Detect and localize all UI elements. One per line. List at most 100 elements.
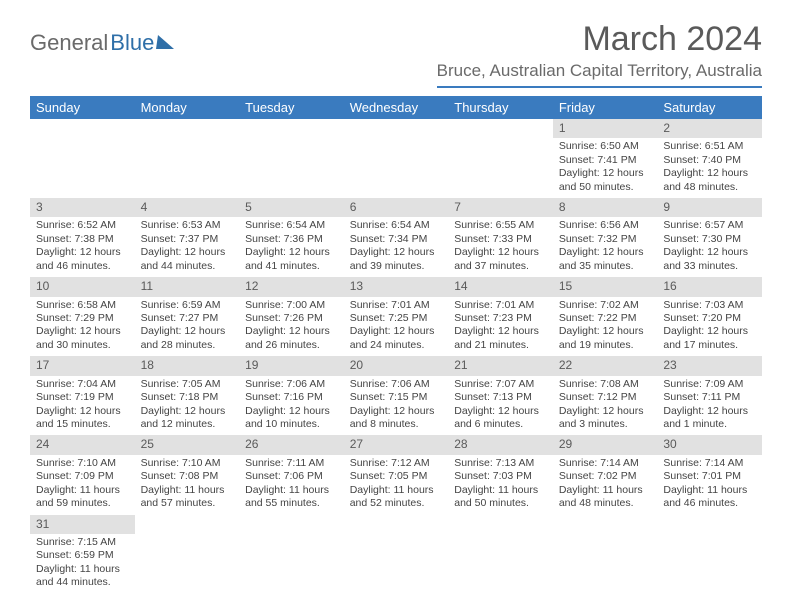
day-info-cell: Sunrise: 7:00 AMSunset: 7:26 PMDaylight:… bbox=[239, 297, 344, 357]
header: General Blue March 2024 Bruce, Australia… bbox=[30, 20, 762, 88]
day-number-cell bbox=[30, 119, 135, 138]
day-info-cell: Sunrise: 6:57 AMSunset: 7:30 PMDaylight:… bbox=[657, 217, 762, 277]
daylight-text-2: and 26 minutes. bbox=[245, 339, 338, 352]
day-number-cell bbox=[135, 515, 240, 534]
day-info-row: Sunrise: 7:04 AMSunset: 7:19 PMDaylight:… bbox=[30, 376, 762, 436]
sunrise-text: Sunrise: 7:08 AM bbox=[559, 378, 652, 391]
daylight-text-2: and 48 minutes. bbox=[559, 497, 652, 510]
day-info-row: Sunrise: 7:15 AMSunset: 6:59 PMDaylight:… bbox=[30, 534, 762, 594]
daylight-text: Daylight: 12 hours bbox=[454, 246, 547, 259]
daylight-text-2: and 17 minutes. bbox=[663, 339, 756, 352]
day-header: Monday bbox=[135, 96, 240, 119]
daylight-text: Daylight: 12 hours bbox=[663, 325, 756, 338]
daylight-text-2: and 46 minutes. bbox=[663, 497, 756, 510]
daylight-text: Daylight: 12 hours bbox=[663, 246, 756, 259]
sunset-text: Sunset: 6:59 PM bbox=[36, 549, 129, 562]
day-info-cell: Sunrise: 6:50 AMSunset: 7:41 PMDaylight:… bbox=[553, 138, 658, 198]
day-number-cell: 1 bbox=[553, 119, 658, 138]
day-info-cell: Sunrise: 7:01 AMSunset: 7:25 PMDaylight:… bbox=[344, 297, 449, 357]
day-info-cell: Sunrise: 7:07 AMSunset: 7:13 PMDaylight:… bbox=[448, 376, 553, 436]
day-number-cell: 8 bbox=[553, 198, 658, 217]
day-header: Tuesday bbox=[239, 96, 344, 119]
day-number-cell: 15 bbox=[553, 277, 658, 296]
day-number-cell: 20 bbox=[344, 356, 449, 375]
day-number-cell: 24 bbox=[30, 435, 135, 454]
day-info-cell: Sunrise: 7:14 AMSunset: 7:02 PMDaylight:… bbox=[553, 455, 658, 515]
day-info-cell: Sunrise: 6:56 AMSunset: 7:32 PMDaylight:… bbox=[553, 217, 658, 277]
daylight-text-2: and 1 minute. bbox=[663, 418, 756, 431]
daylight-text-2: and 55 minutes. bbox=[245, 497, 338, 510]
day-number-cell: 18 bbox=[135, 356, 240, 375]
day-info-cell: Sunrise: 7:10 AMSunset: 7:09 PMDaylight:… bbox=[30, 455, 135, 515]
daylight-text: Daylight: 12 hours bbox=[245, 405, 338, 418]
day-number-row: 10111213141516 bbox=[30, 277, 762, 296]
day-info-row: Sunrise: 6:50 AMSunset: 7:41 PMDaylight:… bbox=[30, 138, 762, 198]
daylight-text: Daylight: 12 hours bbox=[245, 246, 338, 259]
daylight-text: Daylight: 12 hours bbox=[141, 246, 234, 259]
daylight-text-2: and 8 minutes. bbox=[350, 418, 443, 431]
sunset-text: Sunset: 7:16 PM bbox=[245, 391, 338, 404]
daylight-text: Daylight: 12 hours bbox=[141, 405, 234, 418]
sunset-text: Sunset: 7:34 PM bbox=[350, 233, 443, 246]
day-info-cell: Sunrise: 6:59 AMSunset: 7:27 PMDaylight:… bbox=[135, 297, 240, 357]
daylight-text-2: and 37 minutes. bbox=[454, 260, 547, 273]
sunrise-text: Sunrise: 6:55 AM bbox=[454, 219, 547, 232]
daylight-text: Daylight: 11 hours bbox=[454, 484, 547, 497]
daylight-text-2: and 57 minutes. bbox=[141, 497, 234, 510]
day-header: Sunday bbox=[30, 96, 135, 119]
sunset-text: Sunset: 7:06 PM bbox=[245, 470, 338, 483]
day-info-cell bbox=[30, 138, 135, 198]
day-number-cell: 17 bbox=[30, 356, 135, 375]
day-header: Friday bbox=[553, 96, 658, 119]
day-number-row: 3456789 bbox=[30, 198, 762, 217]
day-number-cell: 25 bbox=[135, 435, 240, 454]
sunset-text: Sunset: 7:36 PM bbox=[245, 233, 338, 246]
day-number-cell: 16 bbox=[657, 277, 762, 296]
sunset-text: Sunset: 7:38 PM bbox=[36, 233, 129, 246]
day-number-cell bbox=[448, 119, 553, 138]
day-info-cell: Sunrise: 7:05 AMSunset: 7:18 PMDaylight:… bbox=[135, 376, 240, 436]
sunset-text: Sunset: 7:11 PM bbox=[663, 391, 756, 404]
day-number-cell: 26 bbox=[239, 435, 344, 454]
day-info-cell bbox=[344, 534, 449, 594]
day-number-cell bbox=[344, 515, 449, 534]
daylight-text-2: and 50 minutes. bbox=[454, 497, 547, 510]
sunrise-text: Sunrise: 6:59 AM bbox=[141, 299, 234, 312]
day-info-row: Sunrise: 6:52 AMSunset: 7:38 PMDaylight:… bbox=[30, 217, 762, 277]
day-number-cell bbox=[239, 119, 344, 138]
daylight-text-2: and 52 minutes. bbox=[350, 497, 443, 510]
daylight-text: Daylight: 12 hours bbox=[559, 325, 652, 338]
day-number-cell: 2 bbox=[657, 119, 762, 138]
sunset-text: Sunset: 7:15 PM bbox=[350, 391, 443, 404]
day-info-row: Sunrise: 6:58 AMSunset: 7:29 PMDaylight:… bbox=[30, 297, 762, 357]
sunset-text: Sunset: 7:02 PM bbox=[559, 470, 652, 483]
sunrise-text: Sunrise: 7:12 AM bbox=[350, 457, 443, 470]
daylight-text-2: and 10 minutes. bbox=[245, 418, 338, 431]
sunset-text: Sunset: 7:29 PM bbox=[36, 312, 129, 325]
daylight-text-2: and 3 minutes. bbox=[559, 418, 652, 431]
day-info-cell bbox=[553, 534, 658, 594]
day-number-cell bbox=[135, 119, 240, 138]
day-number-cell: 29 bbox=[553, 435, 658, 454]
sunrise-text: Sunrise: 7:01 AM bbox=[350, 299, 443, 312]
daylight-text-2: and 33 minutes. bbox=[663, 260, 756, 273]
daylight-text-2: and 28 minutes. bbox=[141, 339, 234, 352]
sunrise-text: Sunrise: 7:10 AM bbox=[36, 457, 129, 470]
day-number-cell: 6 bbox=[344, 198, 449, 217]
daylight-text: Daylight: 11 hours bbox=[36, 484, 129, 497]
daylight-text-2: and 12 minutes. bbox=[141, 418, 234, 431]
day-number-cell: 7 bbox=[448, 198, 553, 217]
daylight-text: Daylight: 12 hours bbox=[663, 405, 756, 418]
sunrise-text: Sunrise: 6:54 AM bbox=[245, 219, 338, 232]
day-number-cell: 11 bbox=[135, 277, 240, 296]
day-info-cell: Sunrise: 7:06 AMSunset: 7:15 PMDaylight:… bbox=[344, 376, 449, 436]
daylight-text-2: and 41 minutes. bbox=[245, 260, 338, 273]
day-info-cell: Sunrise: 7:13 AMSunset: 7:03 PMDaylight:… bbox=[448, 455, 553, 515]
daylight-text: Daylight: 12 hours bbox=[454, 405, 547, 418]
sunrise-text: Sunrise: 7:06 AM bbox=[245, 378, 338, 391]
daylight-text-2: and 6 minutes. bbox=[454, 418, 547, 431]
day-info-cell: Sunrise: 7:15 AMSunset: 6:59 PMDaylight:… bbox=[30, 534, 135, 594]
sunrise-text: Sunrise: 7:05 AM bbox=[141, 378, 234, 391]
daylight-text-2: and 39 minutes. bbox=[350, 260, 443, 273]
day-number-row: 31 bbox=[30, 515, 762, 534]
